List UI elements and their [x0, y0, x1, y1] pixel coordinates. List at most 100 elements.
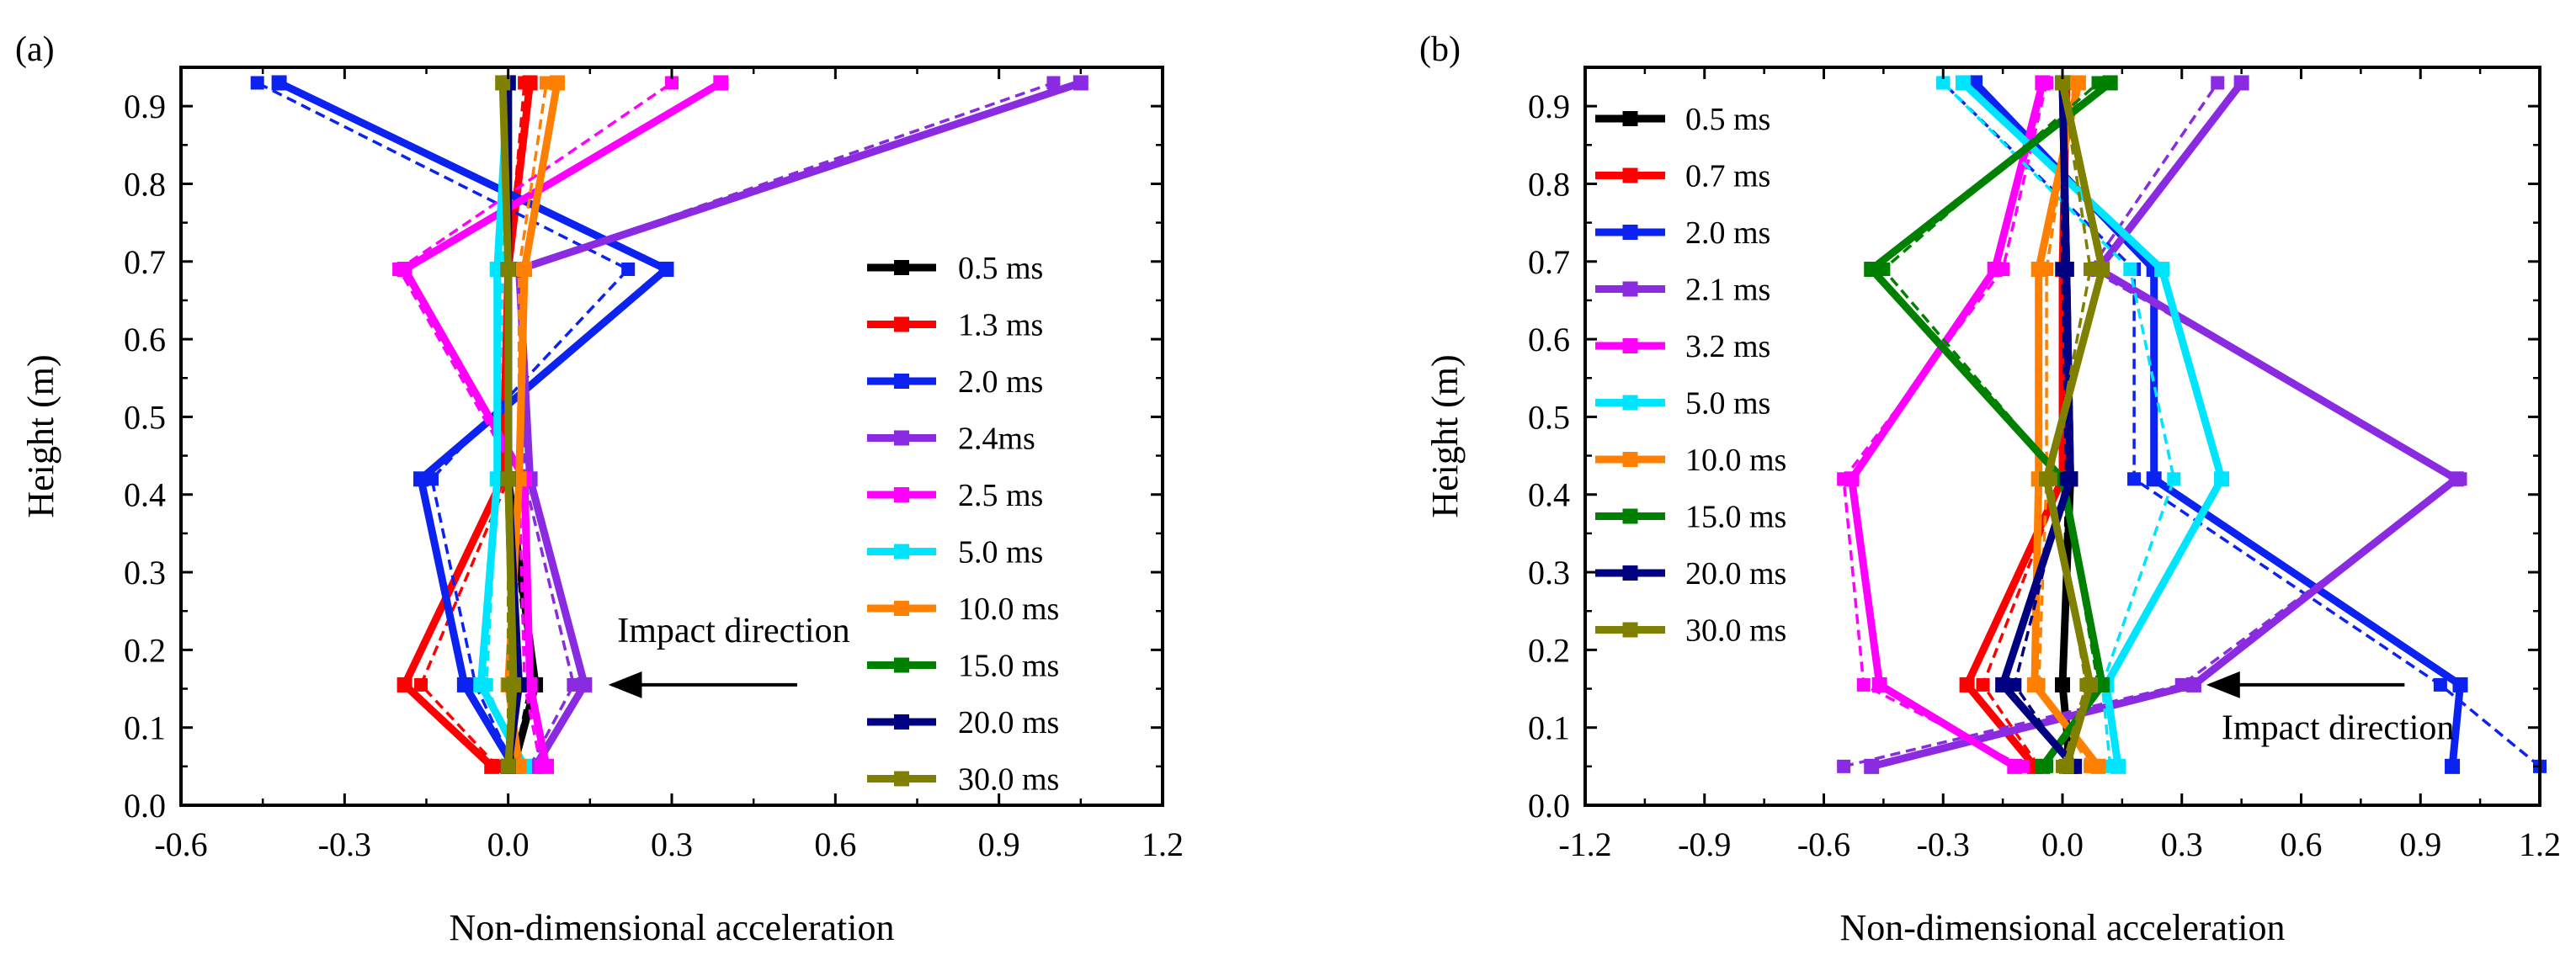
- legend-swatch-marker: [1622, 622, 1638, 638]
- data-point: [1995, 677, 2011, 692]
- data-point-dashed: [1837, 759, 1851, 773]
- x-tick-label: -0.6: [1797, 825, 1850, 863]
- y-axis: 0.0 0.1 0.2 0.3 0.4 0.5 0.6 0.7 0.8 0.9: [124, 88, 1163, 825]
- legend-label: 5.0 ms: [1685, 386, 1770, 422]
- y-tick-label: 0.4: [124, 476, 166, 514]
- data-point: [2035, 758, 2051, 774]
- data-point: [1987, 262, 2003, 278]
- legend-item: 15.0 ms: [1595, 500, 1786, 535]
- legend-swatch-marker: [1622, 167, 1638, 183]
- legend-swatch-marker: [1622, 565, 1638, 581]
- legend-item: 2.4ms: [867, 422, 1035, 457]
- series-line-dashed: [1942, 82, 2176, 767]
- data-point: [2070, 75, 2086, 91]
- data-point: [539, 758, 555, 774]
- x-axis: -1.2 -0.9 -0.6 -0.3 0.0 0.3 0.6 0.9 1.2: [1558, 67, 2561, 863]
- legend-item: 3.2 ms: [1595, 329, 1770, 364]
- data-point: [484, 758, 500, 774]
- x-tick-label: 0.9: [978, 825, 1020, 863]
- legend-swatch-marker: [894, 260, 909, 275]
- data-point-dashed: [1976, 677, 1990, 692]
- x-axis-title: Non-dimensional acceleration: [1839, 907, 2285, 948]
- data-point-dashed: [1046, 76, 1061, 90]
- data-point: [271, 75, 287, 91]
- legend-label: 20.0 ms: [958, 705, 1059, 740]
- y-tick-label: 0.1: [1528, 709, 1570, 747]
- legend-item: 2.5 ms: [867, 478, 1043, 513]
- legend-item: 5.0 ms: [1595, 386, 1770, 422]
- legend-item: 0.5 ms: [1595, 102, 1770, 137]
- data-point: [2062, 471, 2078, 487]
- legend: 0.5 ms 0.7 ms 2.0 ms 2.1 ms 3.2 ms 5.0 ms 10.0…: [1595, 102, 1786, 649]
- data-point-dashed: [2123, 263, 2137, 277]
- data-point: [2058, 262, 2074, 278]
- y-tick-label: 0.7: [124, 243, 166, 281]
- data-point: [473, 677, 489, 692]
- legend-label: 2.0 ms: [1685, 215, 1770, 251]
- x-tick-label: -0.9: [1678, 825, 1731, 863]
- data-point-dashed: [2167, 472, 2181, 486]
- x-tick-label: 0.3: [2161, 825, 2203, 863]
- data-point: [500, 262, 516, 278]
- data-point: [2233, 75, 2249, 91]
- data-point: [1072, 75, 1088, 91]
- legend-item: 10.0 ms: [867, 592, 1059, 627]
- y-tick-label: 0.3: [124, 554, 166, 592]
- x-tick-label: 1.2: [2519, 825, 2561, 863]
- series-2p0ms: [250, 75, 674, 774]
- legend-swatch-marker: [894, 430, 909, 446]
- legend-item: 20.0 ms: [867, 705, 1059, 740]
- data-point-dashed: [2084, 263, 2098, 277]
- data-point-dashed: [665, 76, 679, 90]
- data-point: [517, 262, 533, 278]
- legend-label: 1.3 ms: [958, 308, 1043, 343]
- legend-label: 20.0 ms: [1685, 556, 1786, 592]
- data-point-dashed: [414, 677, 428, 692]
- series-group: [1837, 75, 2547, 774]
- legend-swatch-marker: [1622, 508, 1638, 524]
- x-tick-label: 0.6: [2281, 825, 2323, 863]
- series-line-solid: [1960, 80, 2226, 767]
- series-2p5ms: [392, 75, 729, 774]
- legend-label: 2.1 ms: [1685, 273, 1770, 308]
- legend-swatch-marker: [1622, 395, 1638, 411]
- data-point: [2448, 471, 2464, 487]
- legend-label: 3.2 ms: [1685, 329, 1770, 364]
- legend-swatch-marker: [894, 771, 909, 787]
- y-tick-label: 0.0: [1528, 787, 1570, 825]
- panel-label: (a): [15, 30, 55, 69]
- legend-swatch-marker: [1622, 281, 1638, 297]
- x-tick-label: 0.3: [651, 825, 693, 863]
- y-tick-label: 0.0: [124, 787, 166, 825]
- x-tick-label: 0.0: [487, 825, 530, 863]
- data-point-dashed: [2127, 472, 2142, 486]
- y-axis: 0.0 0.1 0.2 0.3 0.4 0.5 0.6 0.7 0.8 0.9: [1528, 88, 2540, 825]
- legend-item: 2.0 ms: [867, 364, 1043, 400]
- legend-swatch-marker: [1622, 225, 1638, 240]
- data-point-dashed: [1876, 263, 1891, 277]
- x-tick-label: -0.3: [1917, 825, 1970, 863]
- y-tick-label: 0.9: [124, 88, 166, 125]
- data-point: [522, 75, 538, 91]
- data-point: [1959, 677, 1975, 692]
- series-10p0ms: [2026, 75, 2106, 774]
- x-tick-label: 0.6: [814, 825, 856, 863]
- y-tick-label: 0.8: [124, 165, 166, 203]
- data-point: [658, 262, 674, 278]
- legend-swatch-marker: [894, 544, 909, 560]
- data-point: [413, 471, 429, 487]
- data-point: [1864, 758, 1880, 774]
- data-point: [2090, 758, 2106, 774]
- legend-item: 0.5 ms: [867, 251, 1043, 286]
- data-point: [2055, 677, 2070, 692]
- data-point: [397, 677, 412, 692]
- legend-label: 2.0 ms: [958, 364, 1043, 400]
- panel-a: (a)-0.6 -0.3 0.0 0.3 0.6 0.9 1.20.00.10.20.30.…: [15, 30, 1184, 948]
- y-axis-title: Height (m): [1424, 354, 1466, 517]
- data-point-dashed: [621, 263, 636, 277]
- y-tick-label: 0.1: [124, 709, 166, 747]
- legend-label: 15.0 ms: [1685, 500, 1786, 535]
- x-tick-label: -1.2: [1558, 825, 1611, 863]
- series-2p0ms: [1936, 75, 2547, 774]
- y-tick-label: 0.2: [1528, 631, 1570, 669]
